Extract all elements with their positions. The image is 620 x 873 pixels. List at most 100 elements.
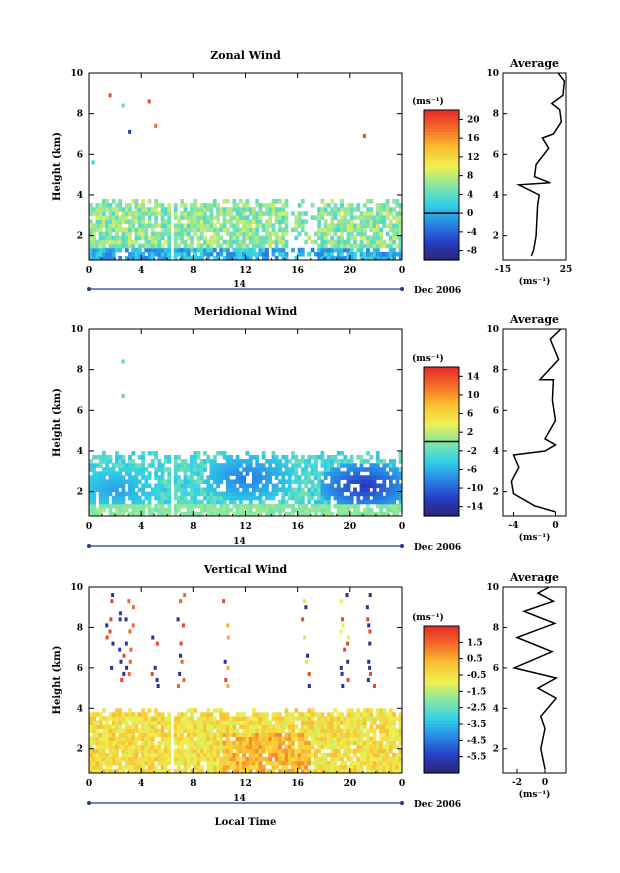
average-y-tick-label: 10 xyxy=(486,325,499,335)
heat-cell xyxy=(261,247,266,253)
heat-cell xyxy=(110,665,114,670)
heat-cell xyxy=(248,207,253,212)
colorbar-tick-label: -4.5 xyxy=(467,736,486,746)
heat-cell xyxy=(157,239,162,245)
heat-cell xyxy=(340,227,344,233)
heat-cell xyxy=(131,495,136,501)
heat-cell xyxy=(356,744,361,750)
heat-cell xyxy=(115,211,119,216)
heat-cell xyxy=(320,491,325,497)
heat-cell xyxy=(235,769,240,774)
heat-cell xyxy=(291,744,295,750)
heat-cell xyxy=(167,235,172,241)
heat-cell xyxy=(206,507,211,513)
heat-cell xyxy=(281,455,286,460)
heat-cell xyxy=(108,732,113,738)
heat-cell xyxy=(353,752,357,758)
heat-cell xyxy=(242,744,246,750)
heat-cell xyxy=(128,475,132,480)
heat-cell xyxy=(359,728,364,733)
heat-cell xyxy=(245,724,250,729)
heat-cell xyxy=(144,467,149,472)
heat-cell xyxy=(89,487,93,493)
heat-cell xyxy=(353,223,357,228)
heat-cell xyxy=(356,736,361,742)
heat-cell xyxy=(105,235,110,241)
heat-cell xyxy=(300,760,305,766)
heat-cell xyxy=(375,247,380,253)
colorbar-swatch xyxy=(424,742,459,747)
heat-cell xyxy=(392,207,396,212)
heat-cell xyxy=(353,748,357,754)
heat-cell xyxy=(248,231,253,237)
heat-cell xyxy=(336,740,341,746)
heat-cell xyxy=(102,736,106,742)
x-tick-label: 4 xyxy=(138,779,144,789)
heat-cell xyxy=(154,483,158,489)
heat-cell xyxy=(193,251,198,257)
colorbar-swatch xyxy=(424,690,459,694)
heat-cell xyxy=(307,716,312,721)
heat-cell xyxy=(392,247,396,253)
heat-cell xyxy=(366,728,370,733)
heat-cell xyxy=(340,463,344,468)
heat-cell xyxy=(150,451,155,456)
heat-cell xyxy=(343,760,348,766)
heat-cell xyxy=(242,720,246,725)
heat-cell xyxy=(102,503,106,509)
heat-cell xyxy=(398,475,403,480)
heat-cell xyxy=(229,752,233,758)
heat-cell xyxy=(229,732,233,738)
heat-cell xyxy=(160,503,165,509)
heat-cell xyxy=(346,712,351,717)
heat-cell xyxy=(382,760,387,766)
heat-cell xyxy=(369,728,374,733)
date-label: Dec 2006 xyxy=(414,543,461,553)
average-title: Average xyxy=(509,57,559,70)
heat-cell xyxy=(245,736,250,742)
x-tick-label: 0 xyxy=(399,266,405,276)
heat-cell xyxy=(173,491,178,497)
heat-cell xyxy=(92,255,97,261)
heat-cell xyxy=(147,239,152,245)
heat-cell xyxy=(362,708,367,713)
colorbar xyxy=(423,625,463,774)
heat-cell xyxy=(359,479,364,484)
heat-cell xyxy=(349,764,354,770)
heat-cell xyxy=(242,227,246,233)
heat-cell xyxy=(314,459,318,464)
heat-cell xyxy=(369,740,374,746)
heat-cell xyxy=(150,243,155,249)
heat-cell xyxy=(336,243,341,249)
heat-cell xyxy=(323,471,328,476)
heat-cell xyxy=(317,764,321,770)
heat-cell xyxy=(274,760,279,766)
heat-cell xyxy=(102,728,106,733)
heat-cell xyxy=(115,455,119,460)
heat-cell xyxy=(359,231,364,237)
heat-cell xyxy=(382,207,387,212)
heat-cell xyxy=(141,511,145,517)
heat-cell xyxy=(98,507,103,513)
heat-cell xyxy=(261,235,266,241)
heat-cell xyxy=(108,467,113,472)
heat-cell xyxy=(164,769,168,774)
heat-cell xyxy=(336,712,341,717)
heat-cell xyxy=(115,479,119,484)
heat-cell xyxy=(160,467,165,472)
heat-cell xyxy=(160,219,165,224)
heat-cell xyxy=(349,207,354,212)
heat-cell xyxy=(193,483,198,489)
heat-cell xyxy=(398,712,403,717)
heat-cell xyxy=(239,756,243,762)
heat-cell xyxy=(333,764,338,770)
heat-cell xyxy=(379,736,383,742)
heat-cell xyxy=(216,251,220,257)
heat-cell xyxy=(320,455,325,460)
heat-cell xyxy=(284,720,289,725)
heat-cell xyxy=(366,495,370,501)
heat-cell xyxy=(186,708,191,713)
heat-cell xyxy=(245,207,250,212)
heat-cell xyxy=(366,211,370,216)
colorbar-swatch xyxy=(424,447,459,452)
